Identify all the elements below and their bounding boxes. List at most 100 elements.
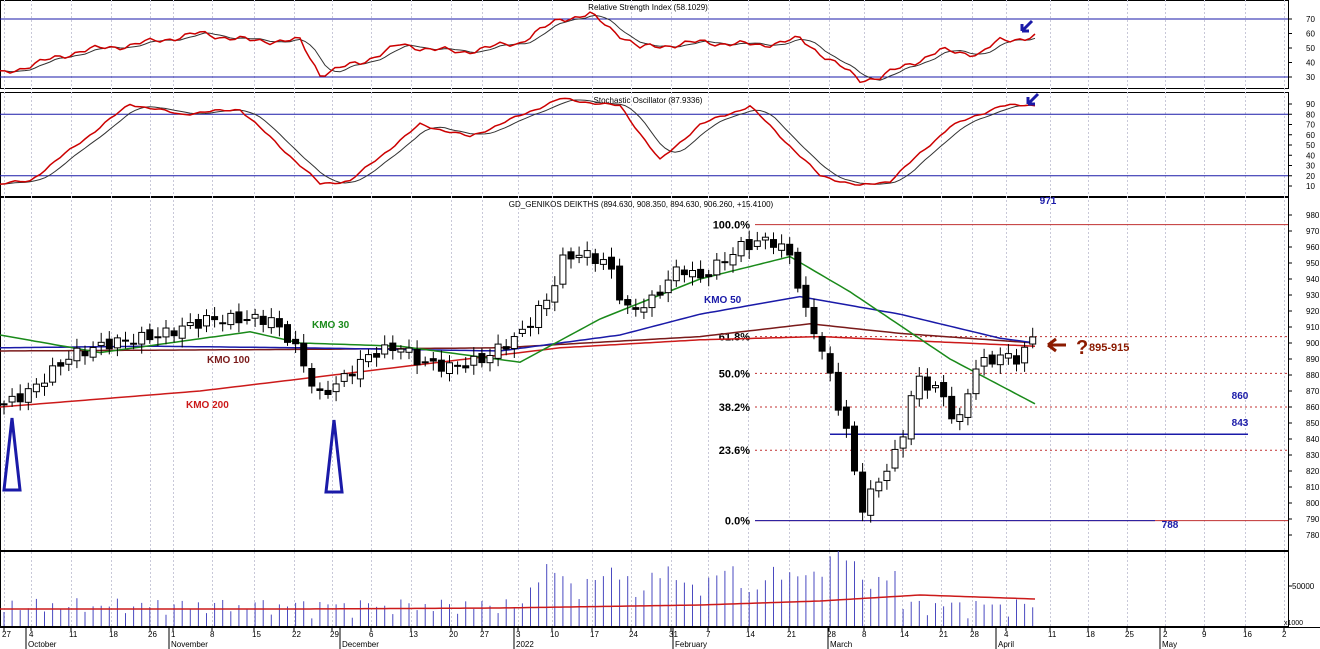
candle-body xyxy=(162,327,170,338)
candle-body xyxy=(284,324,291,343)
candle-body xyxy=(267,317,275,329)
candle-body xyxy=(761,236,769,241)
candle-body xyxy=(794,251,802,289)
candle-body xyxy=(980,357,988,367)
price-tick-label: 880 xyxy=(1306,371,1320,380)
x-month-label: 2022 xyxy=(516,640,534,649)
candle-body xyxy=(486,354,494,364)
fib-label: 50.0% xyxy=(719,368,750,380)
x-day-label: 20 xyxy=(449,630,458,639)
candle-body xyxy=(875,481,883,492)
candle-body xyxy=(818,336,826,352)
blue-arrow-icon xyxy=(1026,92,1040,106)
x-day-label: 31 xyxy=(669,630,678,639)
stochastic-tick-label: 10 xyxy=(1306,182,1315,191)
target-question-mark: ? xyxy=(1076,337,1088,359)
candle-body xyxy=(543,299,551,310)
candle-body xyxy=(729,253,737,266)
price-tick-label: 840 xyxy=(1306,435,1320,444)
price-tick-label: 930 xyxy=(1306,291,1320,300)
candle-body xyxy=(591,253,599,264)
candle-body xyxy=(381,344,389,355)
candle-body xyxy=(494,343,502,359)
level-label: 788 xyxy=(1162,520,1179,531)
candle-body xyxy=(705,274,713,278)
candle-body xyxy=(259,315,267,325)
candle-body xyxy=(0,403,8,406)
candle-body xyxy=(810,306,818,335)
candle-body xyxy=(138,331,146,345)
candle-body xyxy=(834,371,842,411)
x-day-label: 27 xyxy=(480,630,489,639)
fib-label: 38.2% xyxy=(719,402,750,414)
rsi-lines xyxy=(0,11,1288,84)
rsi-title: Relative Strength Index (58.1029) xyxy=(588,3,708,12)
fib-label: 23.6% xyxy=(719,445,750,457)
candle-body xyxy=(437,359,445,372)
x-day-label: 21 xyxy=(939,630,948,639)
fib-label: 0.0% xyxy=(725,516,750,528)
candle-body xyxy=(802,284,810,308)
price-tick-label: 920 xyxy=(1306,307,1320,316)
candle-body xyxy=(616,265,624,301)
price-tick-label: 970 xyxy=(1306,227,1320,236)
candle-body xyxy=(292,338,300,345)
price-tick-label: 830 xyxy=(1306,451,1320,460)
triangle-marker-icon xyxy=(2,417,22,492)
x-month-label: February xyxy=(675,640,707,649)
candle-body xyxy=(454,364,462,367)
candle-body xyxy=(405,347,413,353)
candle-body xyxy=(713,259,721,276)
candle-body xyxy=(478,353,486,364)
candle-body xyxy=(883,470,891,482)
candle-body xyxy=(656,291,664,296)
candle-body xyxy=(170,330,178,337)
candle-body xyxy=(324,389,332,395)
candle-body xyxy=(826,353,834,374)
x-day-label: 21 xyxy=(787,630,796,639)
price-tick-label: 780 xyxy=(1306,531,1320,540)
candle-body xyxy=(527,325,534,328)
candle-body xyxy=(243,319,251,322)
candle-body xyxy=(16,393,24,403)
price-tick-label: 810 xyxy=(1306,483,1320,492)
candle-body xyxy=(1029,336,1037,345)
candle-body xyxy=(932,385,939,389)
candle-body xyxy=(300,342,308,367)
candle-body xyxy=(737,241,745,257)
x-day-label: 10 xyxy=(550,630,559,639)
x-month-label: March xyxy=(830,640,852,649)
rsi-y-axis: 70 60 50 40 30 xyxy=(1288,15,1315,82)
candle-body xyxy=(672,266,680,282)
candle-body xyxy=(988,354,996,365)
ma-line-kmo200 xyxy=(0,335,1036,408)
candle-body xyxy=(65,358,73,365)
vertical-grid xyxy=(4,0,1285,627)
ma-label: KMO 50 xyxy=(704,295,742,306)
candle-body xyxy=(81,350,89,357)
candle-body xyxy=(113,337,121,349)
rsi-tick-label: 70 xyxy=(1306,15,1315,24)
panel-frame xyxy=(0,0,1289,89)
candle-body xyxy=(211,316,219,321)
candle-body xyxy=(73,347,81,362)
x-day-label: 1 xyxy=(171,630,176,639)
candle-body xyxy=(462,365,470,369)
moving-averages: KMO 200 KMO 100 KMO 50 KMO 30 xyxy=(0,255,1036,411)
candle-body xyxy=(446,362,453,375)
candle-body xyxy=(24,388,32,403)
ma-label: KMO 100 xyxy=(207,355,250,366)
price-tick-label: 950 xyxy=(1306,259,1320,268)
candle-body xyxy=(421,361,429,364)
x-day-label: 2 xyxy=(1282,630,1287,639)
candle-body xyxy=(891,448,899,469)
price-tick-label: 980 xyxy=(1306,211,1320,220)
candle-body xyxy=(57,362,65,367)
x-day-label: 28 xyxy=(970,630,979,639)
candle-body xyxy=(49,365,57,383)
candle-body xyxy=(316,388,324,391)
candle-body xyxy=(559,254,567,285)
annotations: ? 895-915 xyxy=(2,337,1129,494)
candle-body xyxy=(348,373,356,377)
candle-body xyxy=(275,318,283,328)
